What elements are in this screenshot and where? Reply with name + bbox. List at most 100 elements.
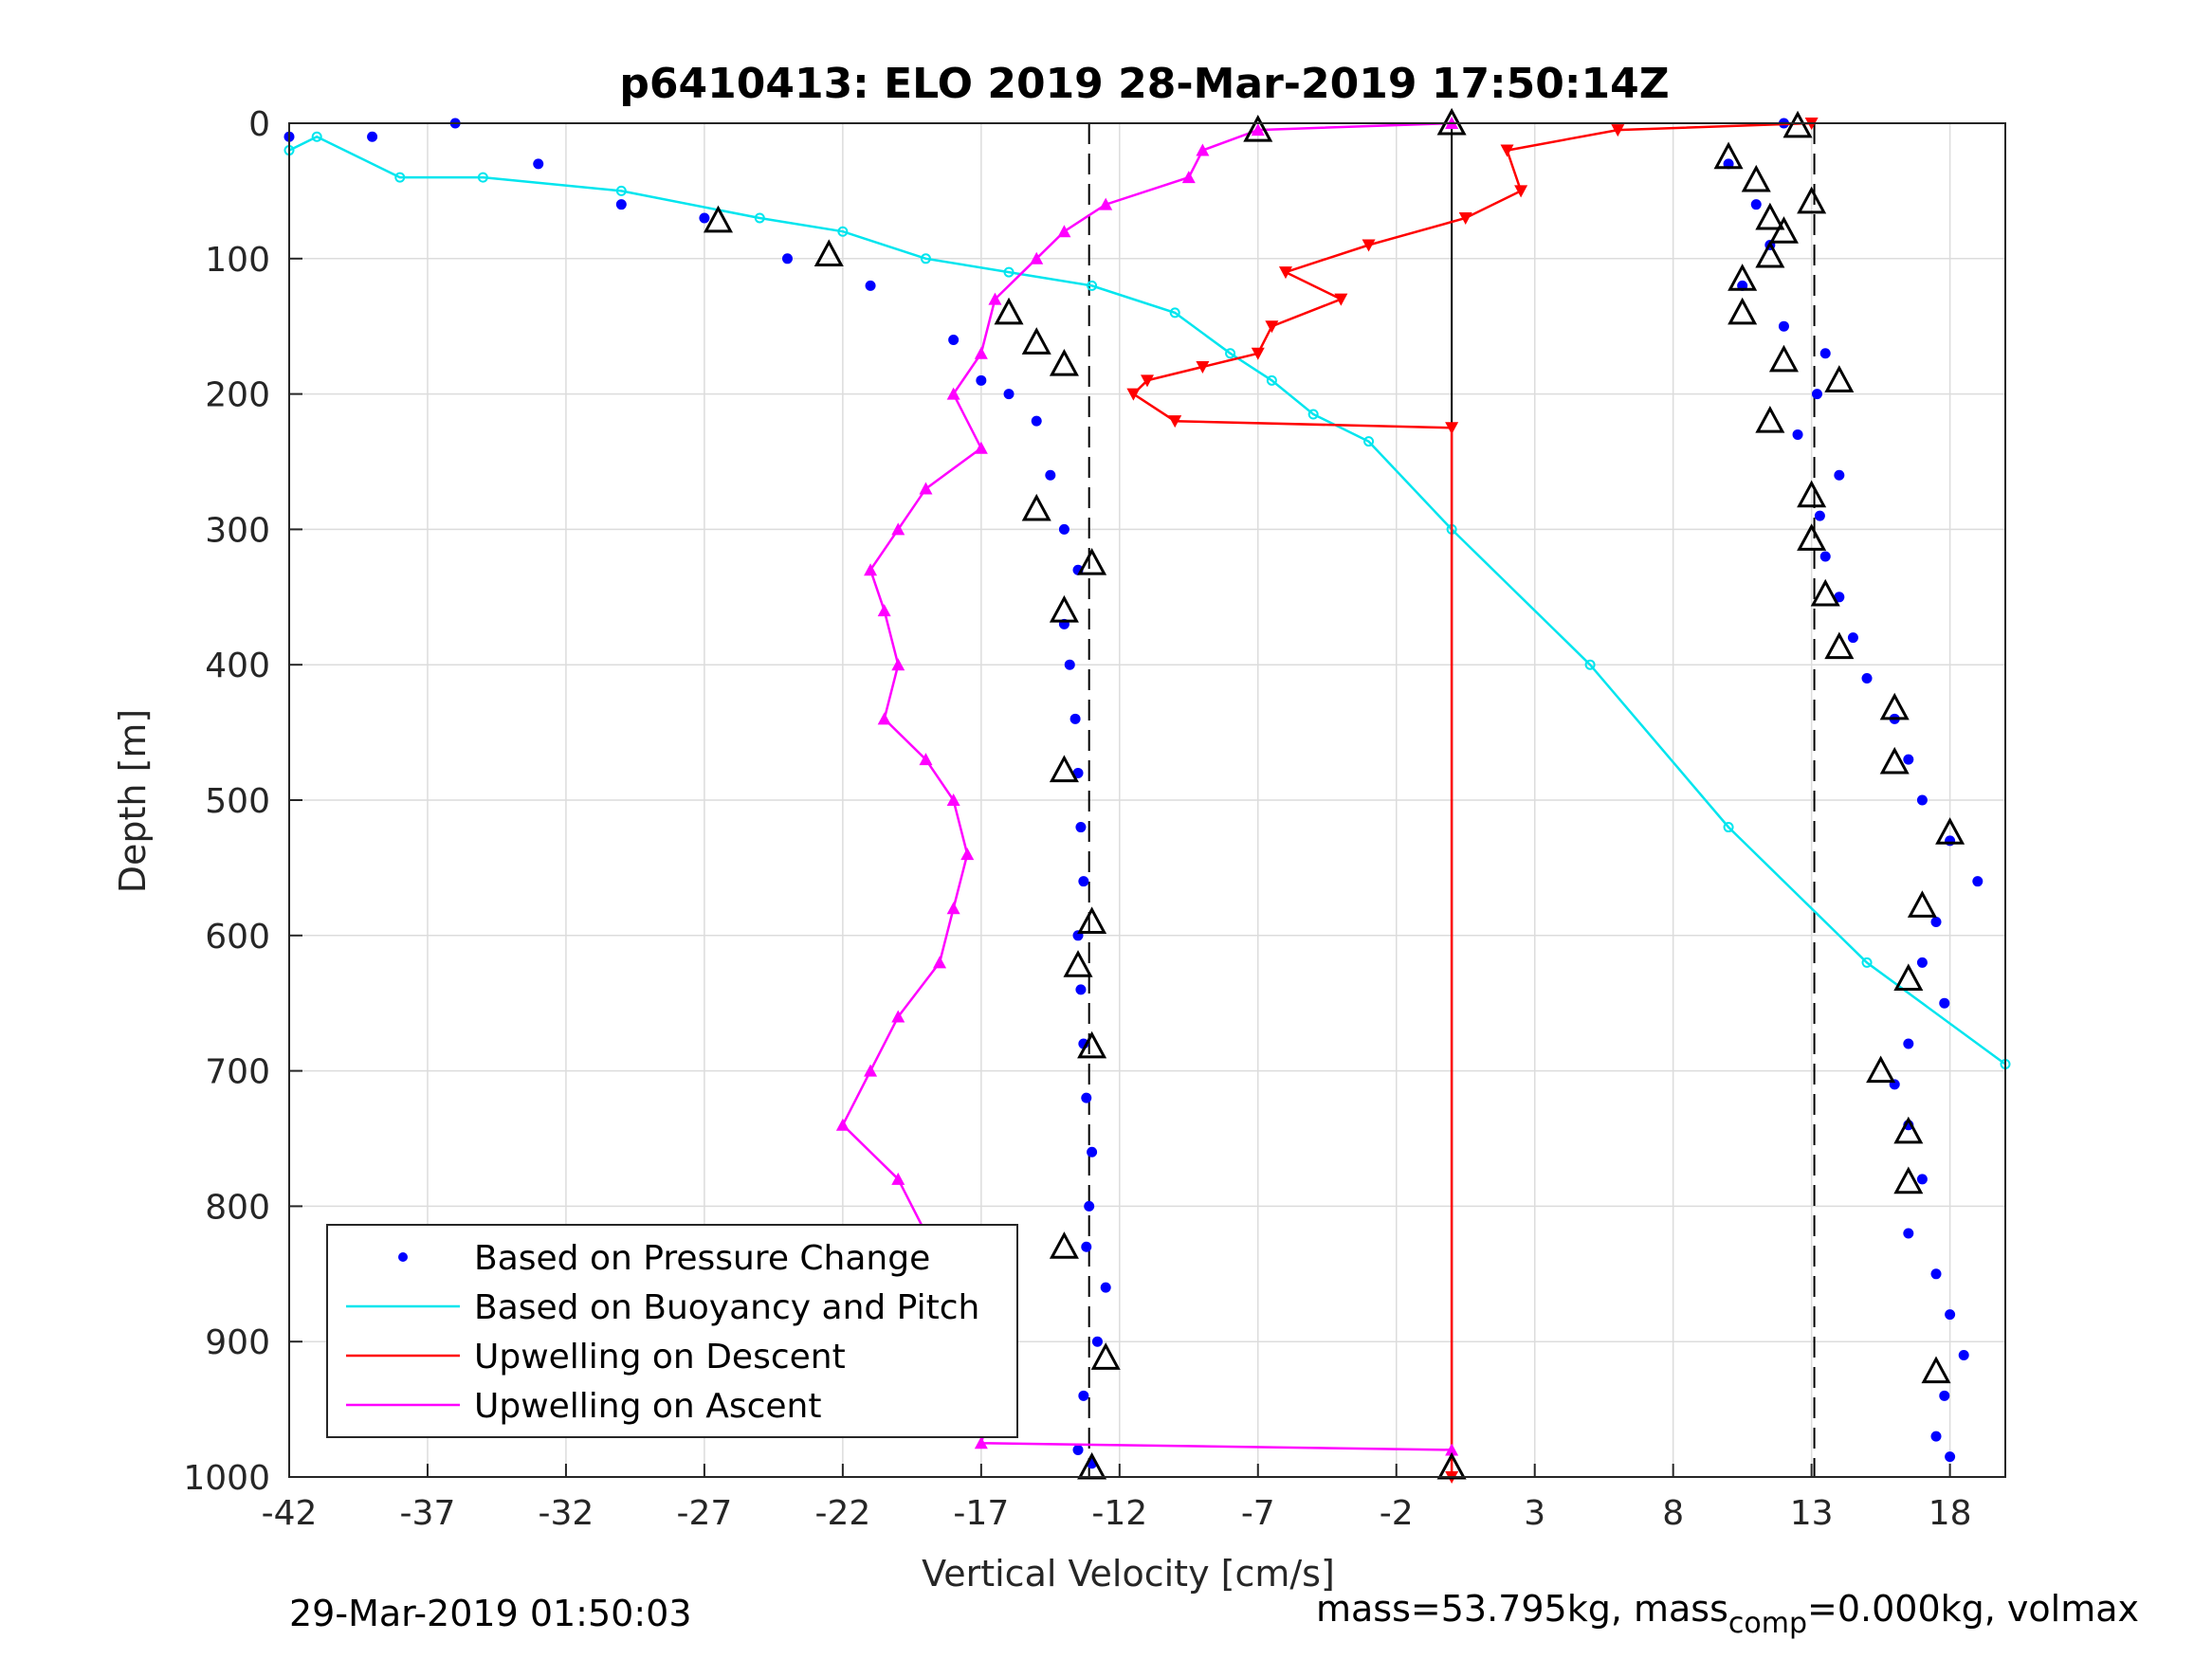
data-point (311, 131, 322, 142)
data-point (1075, 984, 1087, 995)
data-point (754, 212, 765, 224)
triangle-marker (1243, 114, 1273, 142)
y-tick-label: 400 (205, 647, 270, 685)
data-point (1003, 266, 1015, 278)
data-point (1362, 239, 1376, 252)
x-tick-label: -42 (262, 1494, 318, 1533)
triangle-marker (1893, 963, 1924, 991)
x-tick-label: 3 (1524, 1494, 1545, 1533)
triangle-marker (814, 239, 844, 267)
triangle-marker (1713, 141, 1744, 170)
data-point (988, 292, 1002, 305)
data-point (1031, 415, 1042, 427)
data-point (837, 226, 849, 237)
data-point (1814, 510, 1825, 521)
triangle-marker (1879, 692, 1910, 720)
data-point (1916, 1174, 1928, 1185)
y-tick-label: 700 (205, 1053, 270, 1092)
data-point (1958, 1349, 1969, 1360)
data-point (1087, 280, 1098, 291)
y-tick-label: 500 (205, 782, 270, 821)
triangle-marker (1755, 202, 1785, 230)
data-point (533, 158, 544, 170)
x-axis-ticks: -42 -37 -32 -27 -22 -17 -12 -7 -2 3 8 13 18 (262, 1464, 1972, 1533)
triangle-marker (1728, 264, 1758, 291)
data-point (1141, 374, 1154, 388)
triangle-marker (1021, 327, 1051, 355)
triangle-marker (1728, 297, 1758, 325)
series-line (288, 135, 2006, 1066)
x-tick-label: 18 (1929, 1494, 1972, 1533)
data-point (1861, 957, 1873, 968)
data-point (946, 793, 960, 806)
triangle-marker (1090, 1342, 1121, 1370)
data-point (1903, 754, 1914, 765)
data-point (1819, 348, 1831, 359)
data-point (1078, 876, 1089, 887)
triangle-marker (1021, 493, 1051, 521)
x-tick-label: -17 (953, 1494, 1009, 1533)
data-point (1458, 211, 1472, 225)
data-point (948, 334, 960, 345)
data-point (1861, 672, 1873, 684)
triangle-marker (1077, 547, 1107, 575)
data-point (1792, 428, 1803, 440)
data-point (1081, 1092, 1092, 1103)
data-point (1723, 822, 1734, 833)
data-point (699, 212, 710, 224)
x-tick-label: 8 (1662, 1494, 1684, 1533)
data-point (1169, 307, 1180, 319)
data-point (835, 1118, 850, 1131)
data-point (877, 604, 891, 617)
y-axis-ticks: 0 100 200 300 400 500 600 700 800 900 1000 (183, 105, 302, 1498)
triangle-marker (1893, 1116, 1924, 1144)
data-point (1278, 266, 1292, 280)
y-tick-label: 800 (205, 1188, 270, 1227)
data-point (960, 848, 975, 861)
legend-label: Based on Buoyancy and Pitch (474, 1288, 979, 1327)
y-tick-label: 1000 (183, 1459, 270, 1498)
footer-mass-text: mass=53.795kg, masscomp=0.000kg, volmax (1316, 1588, 2139, 1640)
y-tick-label: 300 (205, 511, 270, 550)
x-tick-label: -7 (1241, 1494, 1275, 1533)
data-point (1196, 361, 1210, 374)
data-point (1072, 767, 1084, 778)
data-point (1903, 1038, 1914, 1049)
data-point (891, 522, 905, 536)
x-tick-label: -12 (1091, 1494, 1147, 1533)
triangle-marker (1741, 164, 1771, 192)
data-point (974, 441, 988, 454)
data-point (1945, 1451, 1956, 1463)
data-point (864, 1064, 878, 1077)
data-point (1611, 124, 1625, 137)
legend-label: Upwelling on Ascent (474, 1387, 821, 1426)
footer-timestamp: 29-Mar-2019 01:50:03 (289, 1593, 692, 1634)
triangle-marker (1893, 1166, 1924, 1194)
triangle-marker (1049, 349, 1079, 376)
triangle-marker (1797, 186, 1827, 214)
data-point (1057, 225, 1071, 238)
footer-mass-prefix: mass=53.795kg, mass (1316, 1588, 1728, 1630)
triangle-marker (1063, 950, 1093, 977)
data-point (1334, 293, 1348, 306)
data-point (1778, 320, 1789, 332)
data-point (1930, 917, 1942, 928)
data-point (1168, 415, 1182, 428)
y-tick-label: 0 (248, 105, 270, 144)
data-point (477, 172, 488, 183)
data-point (1445, 422, 1459, 435)
data-point (891, 658, 905, 671)
data-point (1225, 348, 1236, 359)
triangle-marker (1077, 906, 1107, 935)
data-point (865, 280, 876, 291)
data-point (1081, 1241, 1092, 1252)
triangle-marker (994, 297, 1024, 325)
data-point (1058, 523, 1069, 535)
data-point (1045, 469, 1056, 481)
x-tick-label: 13 (1790, 1494, 1834, 1533)
x-tick-label: -27 (676, 1494, 732, 1533)
y-tick-label: 600 (205, 918, 270, 957)
x-tick-label: -37 (400, 1494, 456, 1533)
data-point (1075, 822, 1087, 833)
data-point (974, 1436, 988, 1449)
